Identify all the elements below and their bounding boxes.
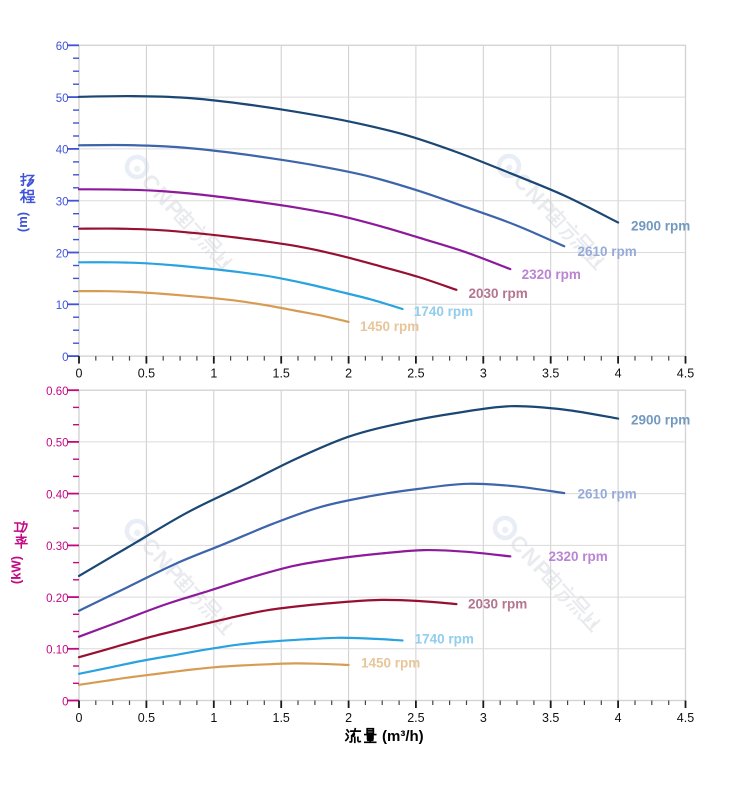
svg-text:4.5: 4.5 [677, 367, 694, 381]
svg-text:0.50: 0.50 [46, 438, 68, 450]
svg-text:2030 rpm: 2030 rpm [468, 597, 527, 612]
svg-text:40: 40 [56, 145, 69, 157]
svg-text:2610 rpm: 2610 rpm [578, 487, 637, 502]
svg-text:2610 rpm: 2610 rpm [578, 244, 637, 259]
svg-text:3: 3 [480, 711, 487, 725]
svg-text:2320 rpm: 2320 rpm [549, 549, 608, 564]
svg-text:1450 rpm: 1450 rpm [361, 656, 420, 671]
svg-text:2: 2 [345, 711, 352, 725]
svg-text:2: 2 [345, 367, 352, 381]
svg-text:30: 30 [56, 197, 69, 209]
svg-text:0.60: 0.60 [46, 386, 68, 398]
svg-text:1740 rpm: 1740 rpm [414, 304, 473, 319]
svg-text:1.5: 1.5 [273, 711, 290, 725]
svg-text:3: 3 [480, 367, 487, 381]
svg-text:0.40: 0.40 [46, 489, 68, 501]
svg-text:2320 rpm: 2320 rpm [522, 267, 581, 282]
svg-text:20: 20 [56, 248, 69, 260]
svg-text:(m): (m) [15, 212, 30, 232]
svg-text:2.5: 2.5 [407, 367, 424, 381]
svg-text:0.10: 0.10 [46, 645, 68, 657]
svg-text:2030 rpm: 2030 rpm [469, 286, 528, 301]
svg-text:1740 rpm: 1740 rpm [415, 632, 474, 647]
svg-text:10: 10 [56, 300, 69, 312]
svg-text:1: 1 [210, 711, 217, 725]
svg-text:0.5: 0.5 [138, 711, 155, 725]
svg-text:(kW): (kW) [9, 556, 24, 584]
svg-text:0.30: 0.30 [46, 541, 68, 553]
svg-text:0.5: 0.5 [138, 367, 155, 381]
svg-text:1450 rpm: 1450 rpm [360, 319, 419, 334]
svg-text:3.5: 3.5 [542, 711, 559, 725]
svg-text:50: 50 [56, 93, 69, 105]
svg-text:(m³/h): (m³/h) [382, 728, 424, 745]
svg-text:0: 0 [76, 367, 83, 381]
svg-text:3.5: 3.5 [542, 367, 559, 381]
svg-text:2.5: 2.5 [407, 711, 424, 725]
svg-text:4: 4 [615, 367, 622, 381]
svg-text:1.5: 1.5 [273, 367, 290, 381]
svg-text:4.5: 4.5 [677, 711, 694, 725]
svg-text:1: 1 [210, 367, 217, 381]
svg-text:2900 rpm: 2900 rpm [631, 219, 690, 234]
svg-text:2900 rpm: 2900 rpm [631, 413, 690, 428]
svg-text:0: 0 [76, 711, 83, 725]
svg-text:0.20: 0.20 [46, 593, 68, 605]
svg-text:0: 0 [62, 352, 68, 364]
svg-text:4: 4 [615, 711, 622, 725]
svg-text:0: 0 [62, 696, 68, 708]
svg-text:60: 60 [56, 41, 69, 53]
